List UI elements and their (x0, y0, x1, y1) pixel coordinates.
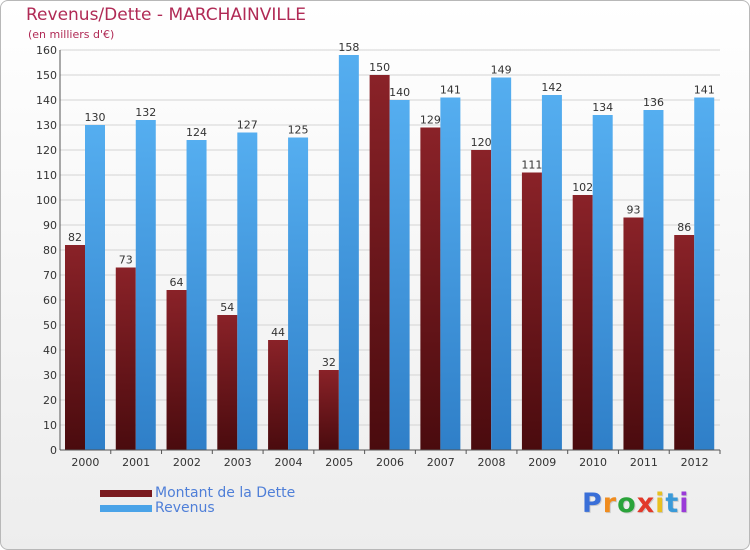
data-label-revenus: 124 (186, 126, 207, 139)
data-label-revenus: 141 (694, 84, 715, 97)
bar-dette (420, 127, 441, 450)
x-tick-label: 2002 (173, 456, 201, 469)
data-label-revenus: 134 (592, 101, 613, 114)
bar-dette (572, 195, 593, 450)
data-label-revenus: 130 (85, 111, 106, 124)
x-tick-label: 2007 (427, 456, 455, 469)
bar-revenus (694, 97, 715, 450)
bar-revenus (237, 132, 258, 450)
x-tick-label: 2009 (528, 456, 556, 469)
x-tick-label: 2010 (579, 456, 607, 469)
data-label-revenus: 140 (389, 86, 410, 99)
logo-letter: r (602, 488, 618, 519)
y-tick-label: 50 (43, 319, 57, 332)
x-tick-label: 2000 (71, 456, 99, 469)
x-tick-label: 2006 (376, 456, 404, 469)
x-tick-label: 2005 (325, 456, 353, 469)
x-tick-label: 2003 (224, 456, 252, 469)
bar-dette (268, 340, 289, 450)
data-label-revenus: 132 (135, 106, 156, 119)
data-label-revenus: 127 (237, 119, 258, 132)
data-label-revenus: 125 (288, 124, 309, 137)
bar-dette (65, 245, 85, 450)
x-tick-label: 2004 (274, 456, 302, 469)
data-label-dette: 64 (170, 276, 184, 289)
bar-dette (115, 267, 136, 450)
bar-revenus (643, 110, 664, 450)
bar-revenus (491, 77, 512, 450)
data-label-revenus: 136 (643, 96, 664, 109)
data-label-revenus: 149 (491, 64, 512, 77)
data-label-dette: 73 (119, 254, 133, 267)
y-tick-label: 40 (43, 344, 57, 357)
logo-letter: i (655, 488, 666, 519)
data-label-dette: 44 (271, 326, 285, 339)
data-label-revenus: 142 (541, 81, 562, 94)
logo-letter: t (665, 488, 680, 519)
bar-revenus (541, 95, 562, 450)
bar-revenus (288, 137, 309, 450)
bar-dette (674, 235, 695, 450)
bar-revenus (440, 97, 461, 450)
legend-label-dette: Montant de la Dette (155, 485, 296, 501)
logo-letter: P (582, 488, 603, 519)
data-label-dette: 86 (677, 221, 691, 234)
y-tick-label: 70 (43, 269, 57, 282)
logo-letter: o (617, 488, 637, 519)
bar-dette (623, 217, 644, 450)
data-label-dette: 82 (68, 231, 82, 244)
y-tick-label: 60 (43, 294, 57, 307)
data-label-dette: 102 (572, 181, 593, 194)
data-label-dette: 129 (420, 114, 441, 127)
y-tick-label: 0 (50, 444, 57, 457)
bar-dette (521, 172, 542, 450)
y-tick-label: 150 (36, 69, 57, 82)
x-tick-label: 2001 (122, 456, 150, 469)
bar-dette (471, 150, 492, 450)
bar-revenus (85, 125, 105, 450)
y-tick-label: 20 (43, 394, 57, 407)
legend-swatch-revenus (100, 505, 152, 512)
proxiti-logo: Proxiti (582, 488, 690, 519)
y-tick-label: 160 (36, 44, 57, 57)
data-label-dette: 54 (220, 301, 234, 314)
bar-dette (369, 75, 390, 450)
legend-swatch-dette (100, 490, 152, 497)
bar-revenus (186, 140, 207, 450)
bar-revenus (135, 120, 156, 450)
data-label-dette: 32 (322, 356, 336, 369)
y-tick-label: 30 (43, 369, 57, 382)
data-label-dette: 150 (369, 61, 390, 74)
data-label-dette: 120 (471, 136, 492, 149)
y-tick-label: 10 (43, 419, 57, 432)
data-label-revenus: 141 (440, 84, 461, 97)
x-tick-label: 2011 (630, 456, 658, 469)
bar-revenus (389, 100, 410, 450)
bar-revenus (338, 55, 359, 450)
bar-dette (217, 315, 238, 450)
y-tick-label: 100 (36, 194, 57, 207)
data-label-dette: 111 (521, 159, 542, 172)
y-tick-label: 120 (36, 144, 57, 157)
data-label-revenus: 158 (338, 41, 359, 54)
chart-subtitle: (en milliers d'€) (28, 28, 115, 41)
logo-letter: x (636, 488, 656, 519)
y-tick-label: 140 (36, 94, 57, 107)
chart-title: Revenus/Dette - MARCHAINVILLE (26, 5, 307, 25)
logo-letter: i (679, 488, 690, 519)
y-tick-label: 80 (43, 244, 57, 257)
bar-dette (166, 290, 187, 450)
y-tick-label: 130 (36, 119, 57, 132)
bar-revenus (592, 115, 613, 450)
bar-dette (318, 370, 339, 450)
y-tick-label: 110 (36, 169, 57, 182)
legend-label-revenus: Revenus (155, 500, 215, 516)
y-tick-label: 90 (43, 219, 57, 232)
x-tick-label: 2012 (681, 456, 709, 469)
x-tick-label: 2008 (478, 456, 506, 469)
data-label-dette: 93 (626, 204, 640, 217)
